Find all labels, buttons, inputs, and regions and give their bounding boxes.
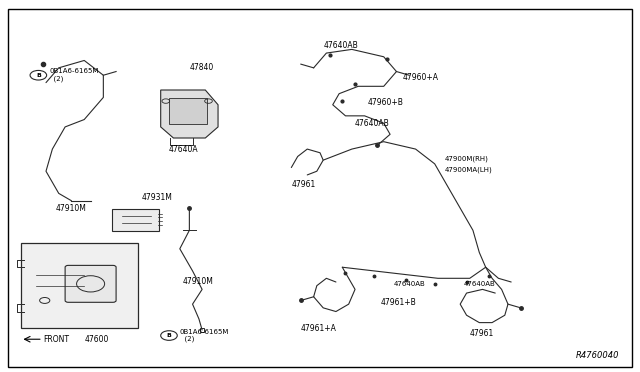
Text: 47840: 47840 <box>189 63 214 72</box>
Text: B: B <box>166 333 172 338</box>
Text: 47640AB: 47640AB <box>463 281 495 287</box>
FancyBboxPatch shape <box>20 243 138 328</box>
Text: 47961: 47961 <box>291 180 316 189</box>
Text: 47900M(RH): 47900M(RH) <box>444 155 488 161</box>
Text: 0B1A6-6165M
  (2): 0B1A6-6165M (2) <box>49 68 99 82</box>
FancyBboxPatch shape <box>65 265 116 302</box>
Text: 47961+A: 47961+A <box>301 324 337 333</box>
FancyBboxPatch shape <box>111 209 159 231</box>
Text: 47640A: 47640A <box>168 145 198 154</box>
Text: 47900MA(LH): 47900MA(LH) <box>444 166 492 173</box>
Text: 47910M: 47910M <box>183 278 214 286</box>
Text: 47640AB: 47640AB <box>394 281 425 287</box>
FancyBboxPatch shape <box>169 99 207 124</box>
Text: 0B1A6-6165M
  (2): 0B1A6-6165M (2) <box>180 329 229 342</box>
Text: R4760040: R4760040 <box>576 350 620 359</box>
Text: 47640AB: 47640AB <box>355 119 390 128</box>
Text: FRONT: FRONT <box>43 335 69 344</box>
Text: 47640AB: 47640AB <box>323 41 358 50</box>
Text: 47960+B: 47960+B <box>368 99 404 108</box>
Text: 47961: 47961 <box>470 329 494 338</box>
Text: 47961+B: 47961+B <box>381 298 416 307</box>
Polygon shape <box>161 90 218 138</box>
Text: 47960+A: 47960+A <box>403 73 439 81</box>
Text: B: B <box>36 73 41 78</box>
Text: 47600: 47600 <box>84 335 109 344</box>
Text: 47931M: 47931M <box>141 193 172 202</box>
Text: 47910M: 47910M <box>56 203 86 213</box>
